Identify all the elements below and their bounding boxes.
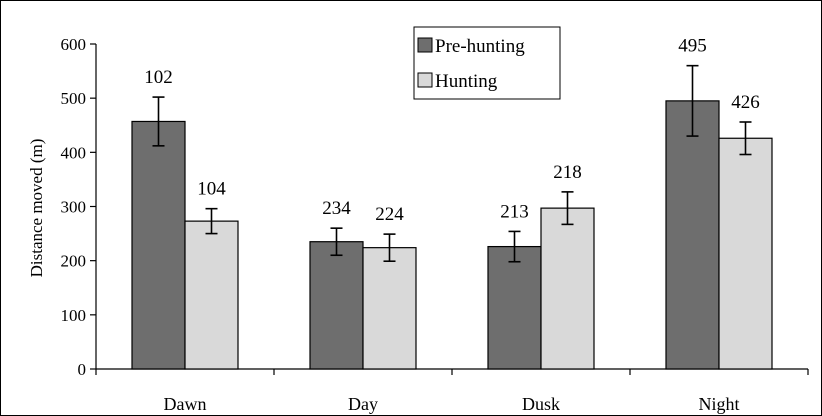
legend-label: Hunting (435, 71, 498, 92)
legend-label: Pre-hunting (435, 36, 525, 57)
y-tick-label: 100 (61, 306, 87, 325)
y-tick-label: 500 (61, 89, 87, 108)
bars (131, 64, 773, 370)
bar (487, 245, 542, 370)
bar (184, 220, 239, 370)
legend-box (413, 26, 561, 100)
x-category-label: Night (698, 394, 739, 414)
x-category-label: Dawn (164, 394, 207, 414)
legend: Pre-hunting Hunting (413, 26, 561, 100)
y-axis: 0 100 200 300 400 500 600 (61, 35, 97, 379)
bar-data-label: 495 (678, 36, 707, 57)
bar-data-label: 104 (197, 179, 226, 200)
bar-data-label: 218 (553, 162, 582, 183)
legend-swatch (417, 37, 433, 53)
bar (362, 247, 417, 370)
y-tick-label: 0 (78, 360, 87, 379)
x-category-label: Day (348, 394, 378, 414)
y-tick-label: 400 (61, 143, 87, 162)
bar (665, 100, 720, 370)
bar (131, 120, 186, 370)
legend-swatch (417, 72, 433, 88)
bar-data-label: 102 (144, 67, 173, 88)
y-axis-title: Distance moved (m) (27, 139, 46, 278)
y-tick-label: 200 (61, 252, 87, 271)
bar (309, 241, 364, 370)
bar-data-label: 224 (375, 204, 404, 225)
y-tick-label: 300 (61, 198, 87, 217)
bar-labels: 102 104 234 224 213 218 495 426 (144, 36, 760, 225)
bar-data-label: 213 (500, 201, 529, 222)
x-category-label: Dusk (522, 394, 560, 414)
y-tick-label: 600 (61, 35, 87, 54)
bar (718, 137, 773, 370)
bar-data-label: 426 (731, 92, 760, 113)
bar-data-label: 234 (322, 198, 351, 219)
bar (540, 207, 595, 370)
